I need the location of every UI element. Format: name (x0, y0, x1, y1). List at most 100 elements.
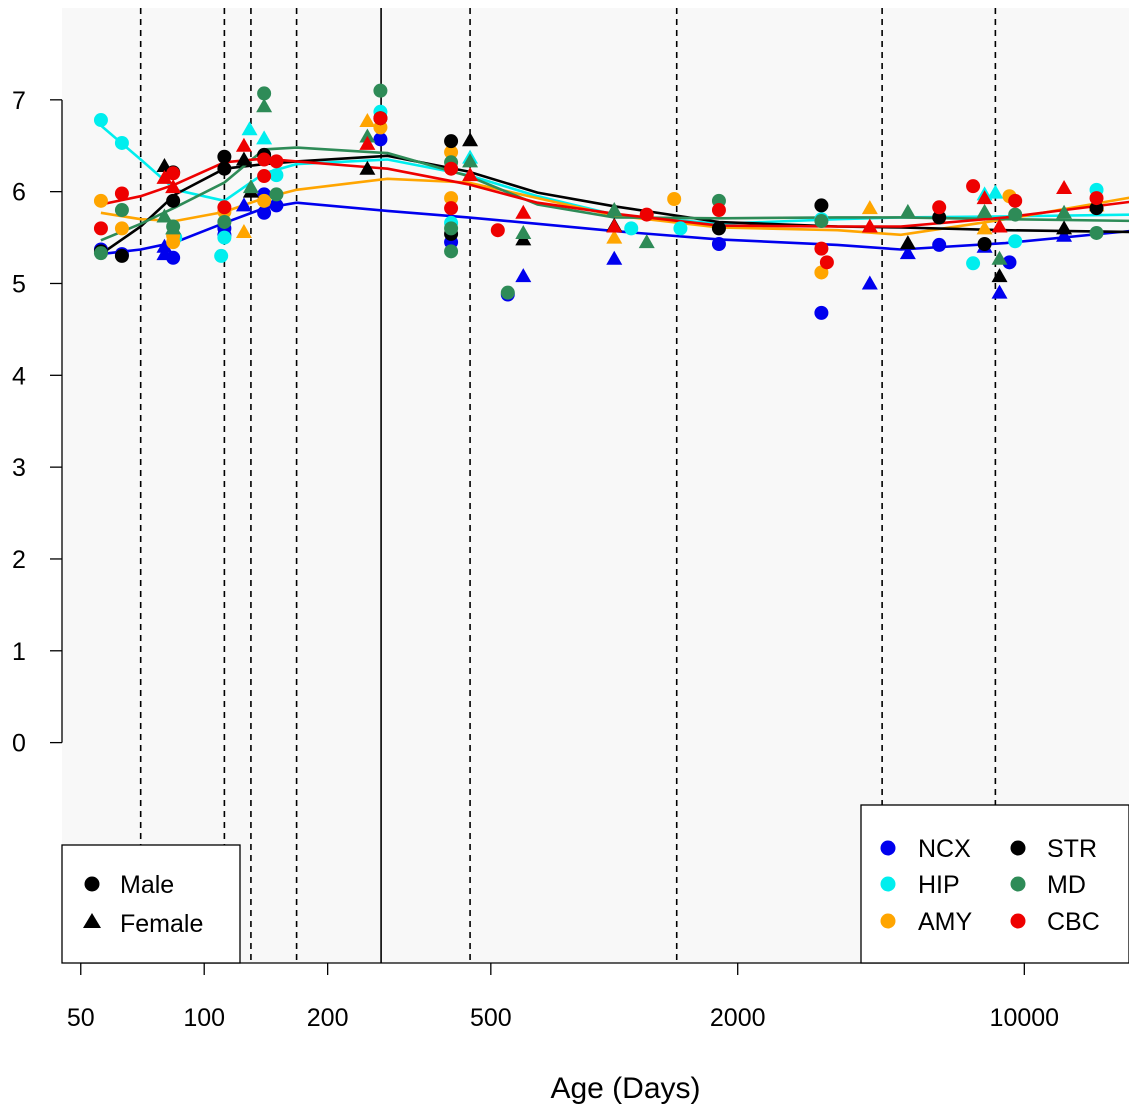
point-amy-male (444, 191, 459, 206)
point-cbc-female (976, 190, 993, 205)
point-md-female (462, 153, 479, 168)
legend-male-label: Male (120, 871, 174, 899)
point-ncx-male (814, 305, 829, 320)
point-amy-female (861, 200, 878, 215)
x-tick-label: 50 (67, 1004, 95, 1032)
point-str-male (444, 134, 459, 149)
trend-line-cbc (100, 157, 1129, 228)
point-cbc-male (819, 255, 834, 270)
point-cbc-female (165, 179, 182, 194)
point-hip-male (1008, 234, 1023, 249)
point-hip-male (217, 230, 232, 245)
point-ncx-female (156, 238, 173, 253)
point-md-female (242, 179, 259, 194)
point-str-male (1089, 201, 1104, 216)
point-cbc-male (93, 221, 108, 236)
legend-md-label: MD (1047, 871, 1086, 899)
point-hip-male (673, 221, 688, 236)
point-str-male (711, 221, 726, 236)
point-amy-male (257, 193, 272, 208)
point-str-male (114, 248, 129, 263)
point-hip-male (966, 256, 981, 271)
point-ncx-female (1056, 227, 1073, 242)
point-md-male (373, 83, 388, 98)
region-legend-box (860, 804, 1129, 964)
point-str-female (235, 151, 252, 166)
y-tick-label: 5 (12, 270, 26, 298)
point-amy-female (235, 224, 252, 239)
point-ncx-female (515, 268, 532, 283)
point-amy-male (444, 145, 459, 160)
female-marker-icon (83, 913, 101, 928)
point-ncx-female (899, 245, 916, 260)
point-md-female (156, 208, 173, 223)
point-ncx-male (711, 236, 726, 251)
plot-area (62, 8, 1129, 963)
point-cbc-male (1008, 193, 1023, 208)
point-cbc-female (156, 169, 173, 184)
point-cbc-female (606, 218, 623, 233)
y-tick-label: 3 (12, 454, 26, 482)
point-cbc-male (444, 201, 459, 216)
point-cbc-female (1056, 179, 1073, 194)
y-tick-label: 2 (12, 546, 26, 574)
point-md-male (1089, 225, 1104, 240)
point-md-male (814, 214, 829, 229)
point-hip-male (93, 113, 108, 128)
point-hip-male (214, 248, 229, 263)
point-hip-female (256, 130, 273, 145)
legend-hip-label: HIP (918, 871, 960, 899)
point-md-female (991, 250, 1008, 265)
point-cbc-male (269, 154, 284, 169)
point-md-female (899, 203, 916, 218)
y-tick-label: 7 (12, 87, 26, 115)
point-cbc-female (359, 135, 376, 150)
point-hip-male (624, 221, 639, 236)
point-str-male (814, 198, 829, 213)
point-cbc-male (932, 200, 947, 215)
point-amy-male (93, 193, 108, 208)
point-cbc-male (814, 241, 829, 256)
point-md-male (1008, 207, 1023, 222)
legend-amy-label: AMY (918, 908, 973, 936)
point-cbc-male (217, 200, 232, 215)
point-amy-female (606, 229, 623, 244)
point-amy-female (976, 220, 993, 235)
x-tick-label: 100 (183, 1004, 225, 1032)
point-md-female (606, 202, 623, 217)
data-points (93, 83, 1105, 320)
x-axis: 50 100 200 500 2000 10000 (67, 962, 1059, 1032)
point-cbc-female (861, 218, 878, 233)
point-cbc-male (444, 161, 459, 176)
point-cbc-female (235, 137, 252, 152)
point-cbc-male (373, 111, 388, 126)
point-md-male (93, 246, 108, 261)
point-cbc-male (490, 223, 505, 238)
point-str-female (359, 160, 376, 175)
point-cbc-male (257, 169, 272, 184)
point-str-male (217, 149, 232, 164)
y-tick-label: 4 (12, 362, 26, 390)
point-ncx-female (861, 275, 878, 290)
point-md-female (638, 234, 655, 249)
point-md-male (114, 203, 129, 218)
legend-str-label: STR (1047, 835, 1097, 863)
point-ncx-male (373, 132, 388, 147)
sex-legend-box (61, 844, 241, 964)
male-marker-icon (84, 876, 100, 892)
x-axis-title: Age (Days) (550, 1072, 700, 1105)
point-hip-female (987, 184, 1004, 199)
point-str-female (899, 235, 916, 250)
point-cbc-female (515, 204, 532, 219)
trend-line-amy (100, 177, 1129, 237)
point-cbc-male (1089, 191, 1104, 206)
point-cbc-female (462, 167, 479, 182)
point-md-female (515, 224, 532, 239)
point-ncx-male (257, 205, 272, 220)
legend-cbc-label: CBC (1047, 908, 1100, 936)
point-md-male (444, 244, 459, 259)
y-tick-label: 1 (12, 638, 26, 666)
legend-amy-marker (880, 913, 896, 929)
point-ncx-female (606, 250, 623, 265)
point-ncx-female (991, 284, 1008, 299)
